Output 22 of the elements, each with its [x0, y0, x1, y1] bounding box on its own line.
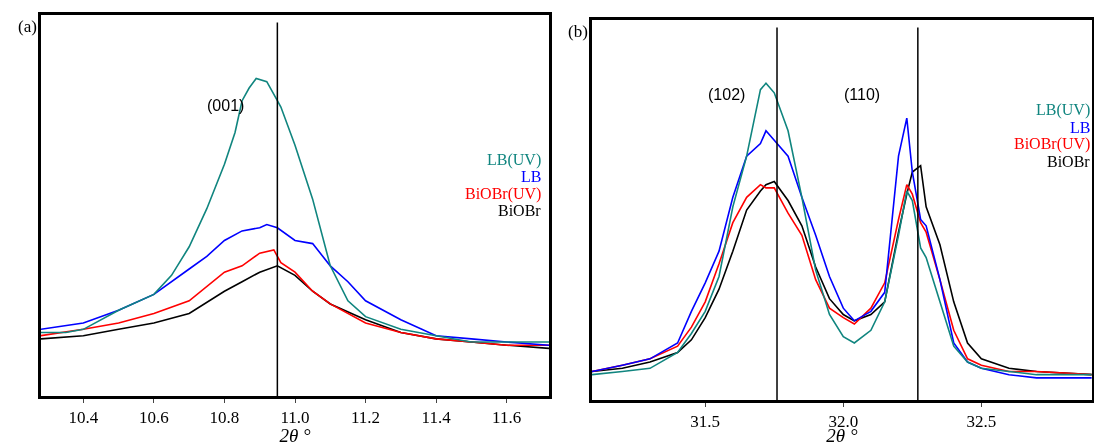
text: BiOBr — [498, 202, 542, 219]
x-tick-label: 10.4 — [68, 408, 99, 428]
x-tick-label: 11.0 — [280, 408, 310, 428]
text: BiOBr — [1047, 153, 1091, 170]
x-tick-label: 10.6 — [139, 408, 169, 428]
text: (b) — [568, 22, 588, 41]
text: LB(UV) — [487, 151, 542, 169]
x-tick-label: 32.5 — [966, 412, 997, 432]
x-tick-label: 11.2 — [351, 408, 381, 428]
text: LB — [521, 168, 542, 185]
text: LB — [1070, 119, 1091, 136]
text: LB(UV) — [1036, 101, 1091, 119]
x-axis-title: 2θ ° — [279, 425, 311, 446]
text: BiOBr(UV) — [465, 185, 542, 203]
annotation: (110) — [844, 86, 881, 103]
x-tick-label: 11.4 — [421, 408, 452, 428]
x-tick-label: 11.6 — [492, 408, 522, 428]
text: BiOBr(UV) — [1014, 135, 1091, 153]
annotation: (102) — [708, 86, 746, 103]
x-tick-label: 31.5 — [690, 412, 721, 432]
text: (a) — [18, 17, 37, 36]
x-tick-label: 10.8 — [209, 408, 240, 428]
